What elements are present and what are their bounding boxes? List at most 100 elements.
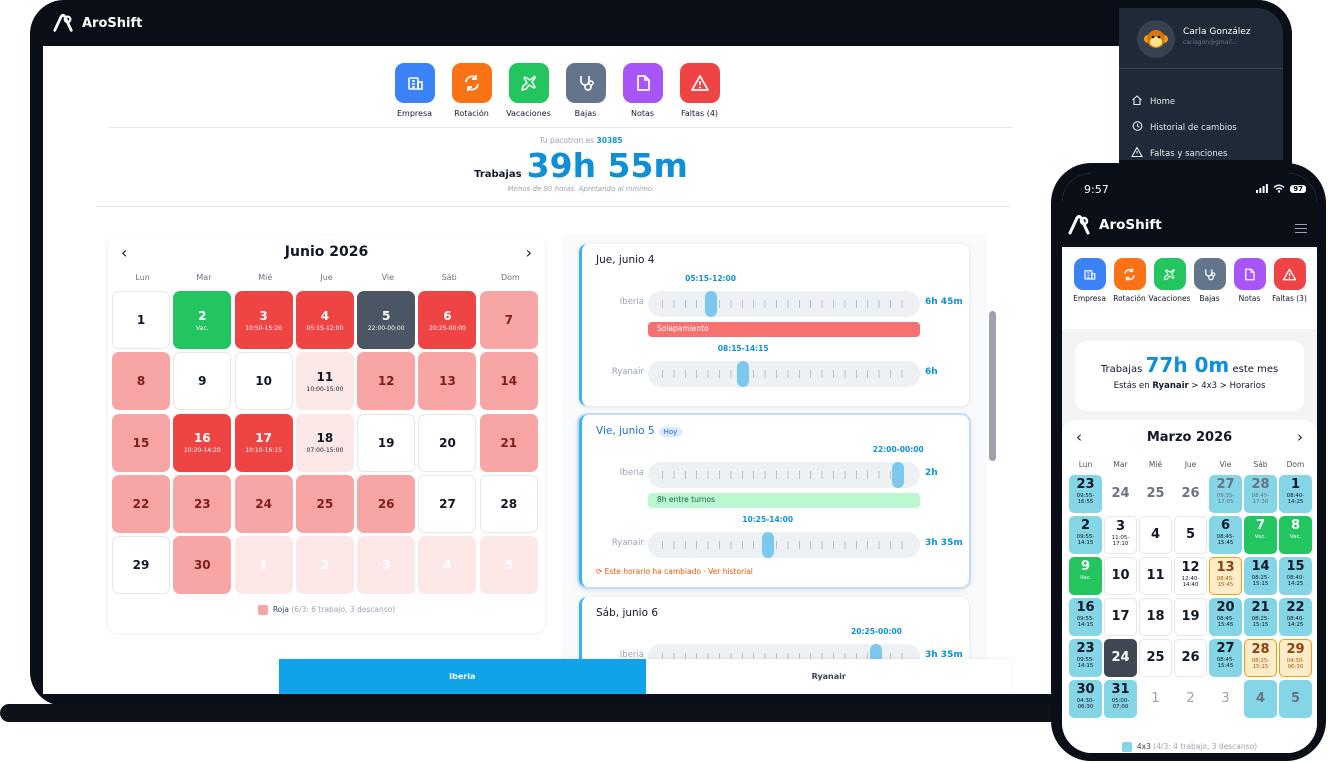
- tab-ryanair[interactable]: Ryanair: [645, 659, 1012, 694]
- calendar-day[interactable]: 21 08:25- 15:15: [1244, 598, 1277, 636]
- calendar-day[interactable]: 1: [1139, 680, 1172, 718]
- calendar-day[interactable]: 3: [357, 536, 416, 595]
- toolbar-item-empresa[interactable]: Empresa: [386, 63, 443, 118]
- menu-item-home[interactable]: Home: [1131, 94, 1175, 109]
- calendar-day[interactable]: 19: [357, 413, 416, 472]
- calendar-day[interactable]: 24: [1104, 639, 1137, 677]
- calendar-day[interactable]: 25: [1139, 475, 1172, 513]
- shift-handle[interactable]: [761, 532, 774, 558]
- calendar-day[interactable]: 25: [1139, 639, 1172, 677]
- calendar-day[interactable]: 24: [234, 474, 293, 533]
- day-schedule-card[interactable]: Vie, junio 5 Hoy Iberia 22:00-00:00 2h Ryanai…: [579, 415, 969, 587]
- calendar-day[interactable]: 18: [1139, 598, 1172, 636]
- toolbar-item-vacaciones[interactable]: Vacaciones: [500, 63, 557, 118]
- calendar-day[interactable]: 30: [173, 536, 232, 595]
- calendar-day[interactable]: 4: [418, 536, 477, 595]
- calendar-day[interactable]: 1 08:40- 14:25: [1279, 475, 1312, 513]
- breadcrumb-company[interactable]: Ryanair: [1152, 381, 1189, 391]
- calendar-day[interactable]: 28: [479, 474, 538, 533]
- calendar-day[interactable]: 2: [295, 536, 354, 595]
- calendar-day[interactable]: 9: [173, 352, 232, 411]
- shift-timeline[interactable]: [648, 291, 920, 317]
- calendar-day[interactable]: 18 07:00-15:00: [295, 413, 354, 472]
- calendar-day[interactable]: 8: [112, 352, 170, 411]
- shift-handle[interactable]: [704, 291, 717, 317]
- calendar-day[interactable]: 15: [112, 413, 170, 472]
- calendar-day[interactable]: 13: [418, 352, 477, 411]
- avatar[interactable]: [1137, 20, 1175, 58]
- calendar-day[interactable]: 11 10:00-15:00: [295, 352, 354, 411]
- calendar-day[interactable]: 26: [1174, 475, 1207, 513]
- toolbar-item-notas[interactable]: Notas: [1230, 258, 1270, 329]
- calendar-day[interactable]: 12: [357, 352, 416, 411]
- next-month-button[interactable]: ›: [1297, 428, 1303, 446]
- toolbar-item-faltas[interactable]: Faltas (4): [671, 63, 728, 118]
- calendar-day[interactable]: 27 08:45- 15:45: [1209, 639, 1242, 677]
- calendar-day[interactable]: 1: [112, 291, 170, 349]
- toolbar-item-empresa[interactable]: Empresa: [1070, 258, 1110, 329]
- app-brand[interactable]: AroShift: [1067, 213, 1162, 237]
- calendar-day[interactable]: 20 08:45- 15:45: [1209, 598, 1242, 636]
- calendar-day[interactable]: 30 04:30- 06:30: [1069, 680, 1102, 718]
- calendar-day[interactable]: 27 09:35- 17:05: [1209, 475, 1242, 513]
- calendar-day[interactable]: 4: [1244, 680, 1277, 718]
- calendar-day[interactable]: 28 08:25- 15:15: [1244, 639, 1277, 677]
- shift-timeline[interactable]: [648, 462, 920, 488]
- prev-month-button[interactable]: ‹: [121, 243, 128, 262]
- calendar-day[interactable]: 10: [234, 352, 293, 411]
- calendar-day[interactable]: 3 10:50-15:20: [234, 291, 293, 349]
- toolbar-item-faltas[interactable]: Faltas (3): [1270, 258, 1310, 329]
- calendar-day[interactable]: 5: [479, 536, 538, 595]
- calendar-day[interactable]: 26: [1174, 639, 1207, 677]
- shift-timeline[interactable]: [648, 361, 920, 387]
- calendar-day[interactable]: 16 09:55- 14:15: [1069, 598, 1102, 636]
- calendar-day[interactable]: 2 Vac.: [173, 291, 232, 349]
- day-schedule-card[interactable]: Sáb, junio 6 Iberia 20:25-00:00 3h 35m: [579, 597, 969, 659]
- calendar-day[interactable]: 29 04:30- 06:30: [1279, 639, 1312, 677]
- menu-item-historial-de-cambios[interactable]: Historial de cambios: [1131, 120, 1237, 135]
- calendar-day[interactable]: 5: [1174, 516, 1207, 554]
- schedule-changed-link[interactable]: ⟳ Este horario ha cambiado · Ver histori…: [596, 567, 753, 576]
- calendar-day[interactable]: 17: [1104, 598, 1137, 636]
- calendar-day[interactable]: 3: [1209, 680, 1242, 718]
- calendar-day[interactable]: 2: [1174, 680, 1207, 718]
- calendar-day[interactable]: 14 08:25- 15:15: [1244, 557, 1277, 595]
- toolbar-item-rotación[interactable]: Rotación: [443, 63, 500, 118]
- calendar-day[interactable]: 13 08:45- 15:45: [1209, 557, 1242, 595]
- calendar-day[interactable]: 23 09:55- 16:55: [1069, 475, 1102, 513]
- calendar-day[interactable]: 14: [479, 352, 538, 411]
- calendar-day[interactable]: 12 12:40- 14:40: [1174, 557, 1207, 595]
- calendar-day[interactable]: 16 10:20-14:20: [173, 413, 232, 472]
- calendar-day[interactable]: 11: [1139, 557, 1172, 595]
- calendar-day[interactable]: 4 05:15-12:00: [295, 291, 354, 349]
- calendar-day[interactable]: 26: [357, 474, 416, 533]
- calendar-day[interactable]: 28 08:45- 17:30: [1244, 475, 1277, 513]
- calendar-day[interactable]: 24: [1104, 475, 1137, 513]
- tab-iberia[interactable]: Iberia: [279, 659, 646, 694]
- calendar-day[interactable]: 3 11:05- 17:10: [1104, 516, 1137, 554]
- calendar-day[interactable]: 22: [112, 474, 170, 533]
- shift-handle[interactable]: [737, 361, 750, 387]
- calendar-day[interactable]: 5: [1279, 680, 1312, 718]
- calendar-day[interactable]: 20: [418, 413, 477, 472]
- toolbar-item-notas[interactable]: Notas: [614, 63, 671, 118]
- calendar-day[interactable]: 31 05:00- 07:00: [1104, 680, 1137, 718]
- calendar-day[interactable]: 25: [295, 474, 354, 533]
- calendar-day[interactable]: 10: [1104, 557, 1137, 595]
- calendar-day[interactable]: 21: [479, 413, 538, 472]
- prev-month-button[interactable]: ‹: [1076, 428, 1082, 446]
- calendar-day[interactable]: 27: [418, 474, 477, 533]
- calendar-day[interactable]: 19: [1174, 598, 1207, 636]
- menu-item-faltas-y-sanciones[interactable]: Faltas y sanciones: [1131, 146, 1227, 161]
- shift-timeline[interactable]: [648, 644, 920, 659]
- calendar-day[interactable]: 23: [173, 474, 232, 533]
- calendar-day[interactable]: 8 Vac.: [1279, 516, 1312, 554]
- calendar-day[interactable]: 29: [112, 536, 170, 595]
- toolbar-item-vacaciones[interactable]: Vacaciones: [1149, 258, 1190, 329]
- scrollbar[interactable]: [989, 311, 996, 461]
- calendar-day[interactable]: 17 10:10-16:15: [234, 413, 293, 472]
- day-schedule-card[interactable]: Jue, junio 4 Iberia 05:15-12:00 6h 45m Ryana…: [579, 244, 969, 406]
- calendar-day[interactable]: 1: [234, 536, 293, 595]
- calendar-day[interactable]: 15 08:40- 14:25: [1279, 557, 1312, 595]
- calendar-day[interactable]: 6 08:45- 15:45: [1209, 516, 1242, 554]
